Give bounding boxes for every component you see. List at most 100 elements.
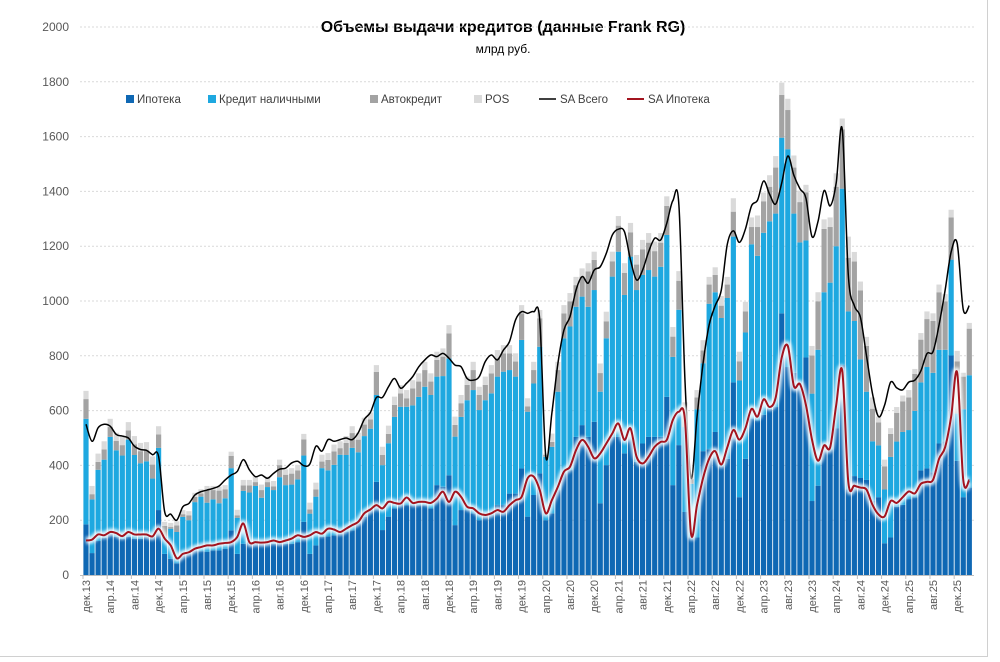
bar-mortgage <box>875 497 882 575</box>
bar-cash-loans <box>325 470 331 537</box>
bar-pos <box>627 222 634 233</box>
x-tick-label: авг.16 <box>275 580 287 610</box>
bar-auto-loans <box>960 376 966 410</box>
bar-auto-loans <box>827 227 833 283</box>
bar-mortgage <box>216 550 222 575</box>
bar-auto-loans <box>555 370 561 392</box>
bar-mortgage <box>464 510 470 575</box>
bar-mortgage <box>676 445 682 575</box>
bar-auto-loans <box>591 259 597 291</box>
bar-cash-loans <box>851 321 857 477</box>
bar-auto-loans <box>379 454 386 466</box>
bar-mortgage <box>603 465 609 575</box>
bar-cash-loans <box>270 490 277 544</box>
bar-pos <box>930 313 936 321</box>
bar-auto-loans <box>385 433 392 444</box>
bar-cash-loans <box>252 485 258 543</box>
bar-cash-loans <box>543 456 549 521</box>
bar-cash-loans <box>398 406 404 499</box>
bar-auto-loans <box>736 361 742 381</box>
bar-auto-loans <box>506 353 513 371</box>
x-tick-label: апр.21 <box>613 580 625 613</box>
bar-pos <box>464 376 470 385</box>
bar-cash-loans <box>549 446 555 514</box>
x-tick-label: дек.13 <box>81 580 93 613</box>
bar-cash-loans <box>216 503 222 551</box>
bar-cash-loans <box>422 386 428 506</box>
x-tick-label: авг.21 <box>638 580 650 610</box>
bar-cash-loans <box>464 400 470 511</box>
bar-pos <box>361 417 367 425</box>
bar-cash-loans <box>210 499 216 551</box>
bar-pos <box>754 215 761 228</box>
x-tick-label: дек.17 <box>371 580 383 613</box>
bar-mortgage <box>585 436 591 575</box>
bar-mortgage <box>773 407 779 575</box>
bar-mortgage <box>264 543 271 575</box>
bar-mortgage <box>416 505 422 575</box>
bar-auto-loans <box>894 412 900 442</box>
bar-auto-loans <box>615 225 621 252</box>
bar-cash-loans <box>791 213 797 373</box>
x-tick-label: дек.25 <box>952 580 964 613</box>
bar-auto-loans <box>603 321 609 339</box>
bar-auto-loans <box>422 370 428 387</box>
bar-auto-loans <box>585 271 591 307</box>
bar-pos <box>525 398 531 407</box>
bar-mortgage <box>633 461 640 575</box>
bar-mortgage <box>137 538 144 575</box>
x-tick-label: дек.23 <box>807 580 819 613</box>
bar-mortgage <box>458 510 464 575</box>
bar-auto-loans <box>942 301 948 350</box>
bar-cash-loans <box>797 242 803 386</box>
x-tick-label: апр.17 <box>323 580 335 613</box>
bar-auto-loans <box>712 274 718 293</box>
bar-auto-loans <box>488 373 494 394</box>
bar-pos <box>264 476 271 483</box>
bar-mortgage <box>192 550 198 575</box>
bar-cash-loans <box>404 406 410 506</box>
bar-auto-loans <box>367 419 373 429</box>
bar-cash-loans <box>652 276 658 437</box>
bar-mortgage <box>833 428 839 575</box>
bar-cash-loans <box>531 383 537 495</box>
x-tick-label: авг.25 <box>928 580 940 610</box>
x-tick-label: дек.16 <box>299 580 311 613</box>
bar-mortgage <box>537 473 543 575</box>
bar-pos <box>283 469 289 475</box>
bar-cash-loans <box>615 251 621 437</box>
bar-auto-loans <box>730 211 736 237</box>
bar-cash-loans <box>506 370 513 494</box>
x-axis: дек.13 апр.14 авг.14 дек.14 апр.15 авг.15 дек.… <box>80 575 974 613</box>
bar-pos <box>573 276 579 286</box>
bar-pos <box>936 284 942 293</box>
bar-cash-loans <box>162 536 168 554</box>
bar-pos <box>742 301 749 312</box>
bar-auto-loans <box>361 424 367 437</box>
bar-auto-loans <box>325 459 331 471</box>
x-tick-label: апр.23 <box>759 580 771 613</box>
bar-auto-loans <box>270 486 277 491</box>
bar-cash-loans <box>107 436 113 534</box>
bar-mortgage <box>355 523 361 575</box>
bar-mortgage <box>446 475 452 575</box>
bar-cash-loans <box>379 465 386 531</box>
bar-mortgage <box>706 449 712 575</box>
bar-auto-loans <box>295 470 301 480</box>
bar-mortgage <box>960 497 966 575</box>
bar-cash-loans <box>894 441 900 507</box>
bar-pos <box>119 436 125 446</box>
bar-auto-loans <box>930 321 936 373</box>
bar-mortgage <box>936 443 942 575</box>
bar-mortgage <box>857 478 863 575</box>
x-tick-label: авг.24 <box>855 580 867 610</box>
bar-auto-loans <box>803 192 809 241</box>
bar-auto-loans <box>888 433 894 457</box>
bar-auto-loans <box>137 451 144 464</box>
bar-pos <box>404 390 410 399</box>
bar-mortgage <box>162 553 168 575</box>
bar-auto-loans <box>797 202 803 243</box>
bar-pos <box>476 386 482 395</box>
